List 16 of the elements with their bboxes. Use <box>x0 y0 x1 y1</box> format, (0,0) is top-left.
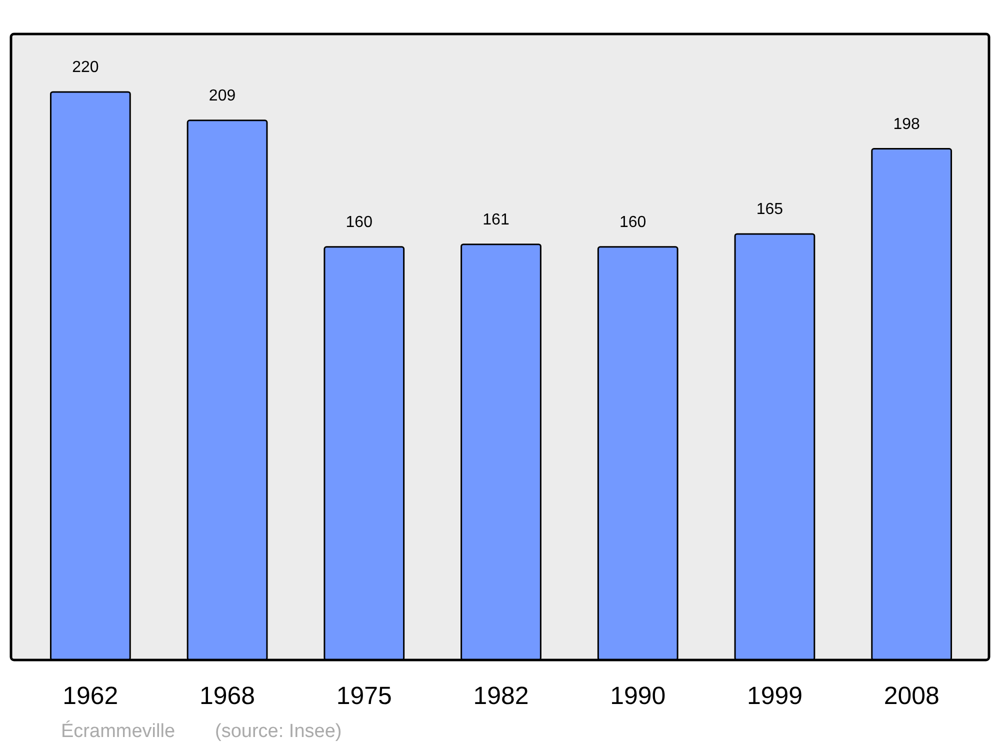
x-tick-label: 1962 <box>62 682 118 710</box>
x-tick-label: 1990 <box>610 682 666 710</box>
x-tick-label: 1999 <box>746 682 802 710</box>
data-label: 220 <box>72 59 99 76</box>
data-label: 160 <box>346 214 373 231</box>
text: Écrammeville <box>61 720 176 742</box>
x-tick-label: 1982 <box>473 682 529 710</box>
data-label: 161 <box>482 211 510 228</box>
data-label: 209 <box>208 87 236 104</box>
data-label: 198 <box>893 116 920 133</box>
data-label: 160 <box>620 214 646 231</box>
x-tick-label: 1975 <box>336 682 392 710</box>
x-tick-label: 2008 <box>884 682 940 710</box>
data-label: 165 <box>756 201 784 218</box>
text: (source: Insee) <box>215 721 342 742</box>
x-tick-label: 1968 <box>200 682 256 710</box>
